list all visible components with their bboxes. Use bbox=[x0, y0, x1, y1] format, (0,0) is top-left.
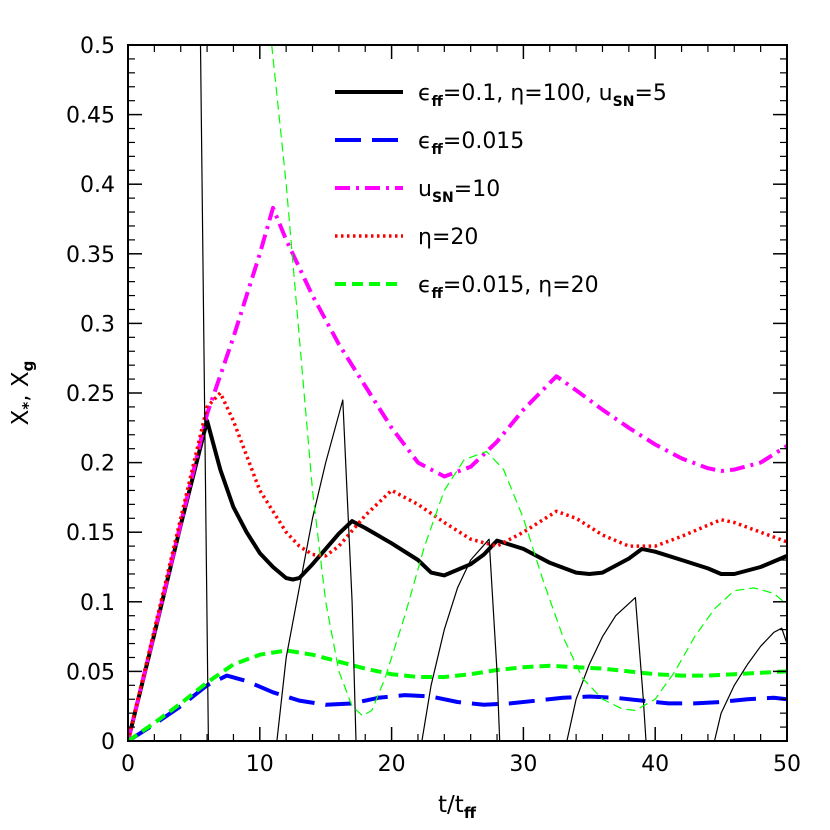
legend-label-part: =0.1, bbox=[443, 81, 510, 106]
legend-label: ϵff=0.1, η=100, uSN=5 bbox=[418, 81, 667, 110]
legend-label-part: =0.015 bbox=[443, 129, 524, 154]
y-tick-label: 0.4 bbox=[80, 173, 115, 198]
x-axis-label-main: t/t bbox=[438, 792, 464, 818]
legend-label: ϵff=0.015 bbox=[418, 129, 524, 158]
legend-label-part: ϵ bbox=[418, 129, 432, 154]
x-tick-label: 20 bbox=[378, 752, 406, 777]
ticks-layer: 0 10 20 30 40 50 0 0.05 0.1 0.15 0.2 0.25 0.3 0.35 0.4… bbox=[66, 34, 801, 777]
legend-label-part: ϵ bbox=[418, 273, 432, 298]
svg-text:X*, Xg: X*, Xg bbox=[8, 361, 37, 426]
legend-label-part: =10 bbox=[454, 177, 500, 202]
y-axis-label-x1: X bbox=[8, 409, 34, 425]
y-tick-label: 0.35 bbox=[66, 243, 115, 268]
x-tick-label: 40 bbox=[641, 752, 669, 777]
y-tick-label: 0.1 bbox=[80, 591, 115, 616]
legend-label-part: η bbox=[418, 225, 432, 250]
x-tick-label: 50 bbox=[773, 752, 801, 777]
legend: ϵff=0.1, η=100, uSN=5ϵff=0.015uSN=10η=20… bbox=[335, 81, 667, 302]
legend-label-part: =5 bbox=[634, 81, 666, 106]
series-xg_fiducial_seg1 bbox=[199, 45, 209, 741]
legend-label: ϵff=0.015, η=20 bbox=[418, 273, 599, 302]
legend-label-part: =0.015, bbox=[443, 273, 538, 298]
legend-label-part: η bbox=[510, 81, 524, 106]
y-tick-label: 0.45 bbox=[66, 104, 115, 129]
legend-label-part: ff bbox=[432, 142, 444, 158]
y-axis-label-sub2: g bbox=[19, 361, 37, 372]
y-axis-label: X*, Xg bbox=[8, 361, 37, 426]
series-layer bbox=[128, 45, 787, 741]
y-tick-label: 0.3 bbox=[80, 312, 115, 337]
series-xstar_eff0015_eta20 bbox=[128, 648, 787, 741]
y-tick-label: 0.05 bbox=[66, 660, 115, 685]
legend-label: η=20 bbox=[418, 225, 478, 250]
x-tick-label: 0 bbox=[121, 752, 135, 777]
x-tick-label: 10 bbox=[246, 752, 274, 777]
series-xg_fiducial_seg3 bbox=[421, 538, 501, 741]
series-xg_fiducial_seg4 bbox=[566, 597, 647, 741]
series-xstar_usn10 bbox=[128, 205, 787, 741]
legend-label-part: =20 bbox=[552, 273, 598, 298]
legend-label-part: u bbox=[418, 177, 432, 202]
legend-label-part: SN bbox=[613, 94, 635, 110]
y-tick-label: 0.15 bbox=[66, 521, 115, 546]
legend-label-part: =100, u bbox=[524, 81, 612, 106]
series-xg_fiducial_seg5 bbox=[713, 627, 787, 741]
x-axis-label: t/tff bbox=[438, 792, 477, 822]
series-xg_eff0015_eta20 bbox=[271, 45, 787, 717]
legend-label: uSN=10 bbox=[418, 177, 500, 206]
series-xstar_eta20 bbox=[128, 391, 787, 741]
series-xstar_fiducial bbox=[128, 418, 787, 741]
x-axis-label-sub: ff bbox=[464, 804, 477, 822]
y-axis-label-x2: , X bbox=[8, 371, 34, 402]
y-axis-label-sub1: * bbox=[19, 402, 37, 410]
legend-label-part: ϵ bbox=[418, 81, 432, 106]
y-tick-label: 0.5 bbox=[80, 34, 115, 59]
series-xg_fiducial_seg2 bbox=[276, 399, 357, 741]
x-tick-label: 30 bbox=[509, 752, 537, 777]
legend-label-part: ff bbox=[432, 94, 444, 110]
legend-label-part: η bbox=[538, 273, 552, 298]
legend-label-part: ff bbox=[432, 286, 444, 302]
legend-label-part: SN bbox=[432, 190, 454, 206]
y-tick-label: 0 bbox=[101, 730, 115, 755]
legend-label-part: =20 bbox=[432, 225, 478, 250]
y-tick-label: 0.25 bbox=[66, 382, 115, 407]
y-tick-label: 0.2 bbox=[80, 452, 115, 477]
series-xstar_eff0015 bbox=[128, 673, 787, 741]
